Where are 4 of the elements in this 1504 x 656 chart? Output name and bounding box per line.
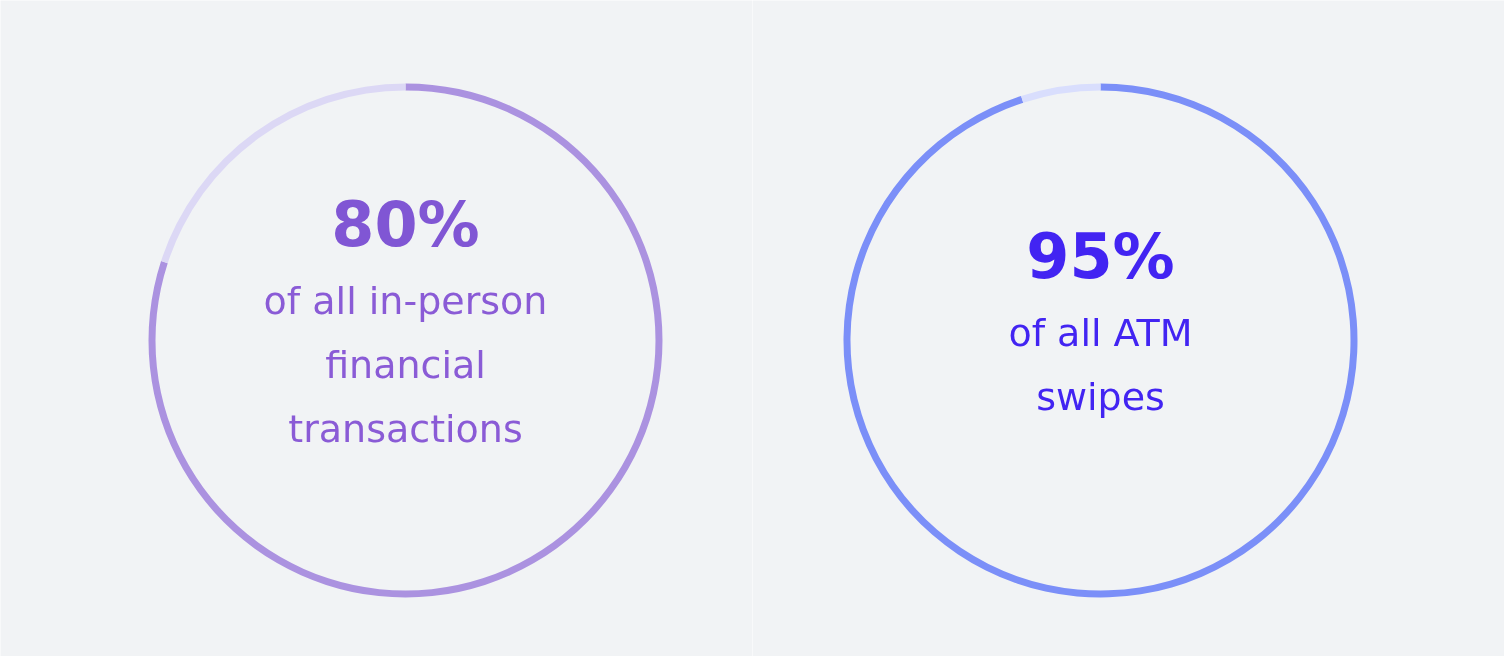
text: of all ATM swipes [1008, 310, 1193, 419]
data-label: 95% [1026, 220, 1175, 293]
text: of all in-person financial transactions [263, 278, 548, 451]
data-label: 80% [331, 188, 480, 261]
